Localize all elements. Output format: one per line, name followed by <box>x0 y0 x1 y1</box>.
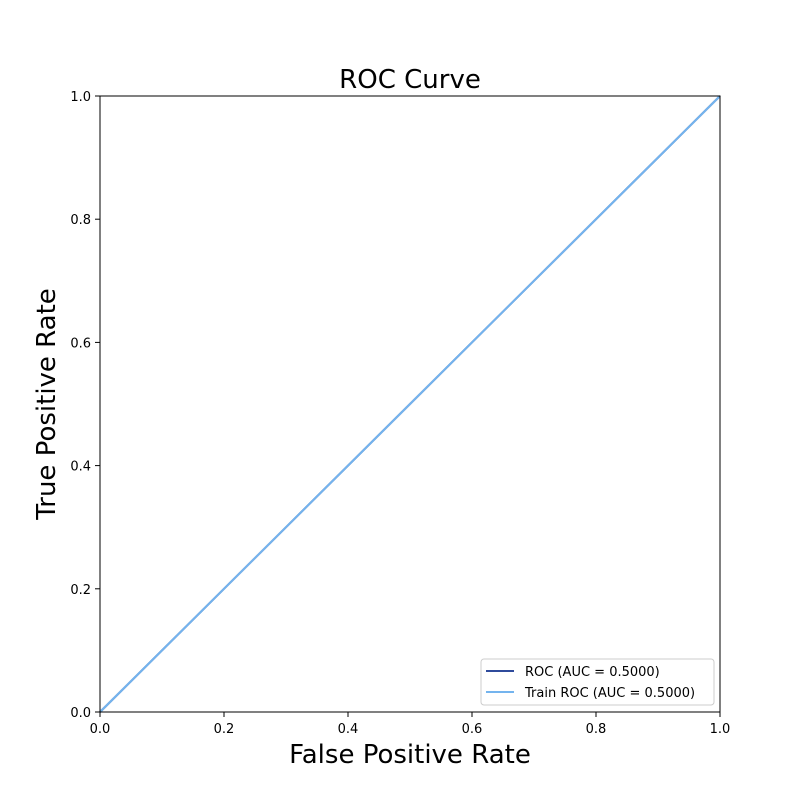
plot-frame <box>99 95 721 713</box>
legend-box <box>480 658 715 706</box>
y-tick-label: 0.8 <box>70 213 91 228</box>
chart-title: ROC Curve <box>339 65 481 95</box>
x-tick-label: 0.0 <box>90 722 111 737</box>
y-tick-label: 0.0 <box>70 706 91 721</box>
y-tick-label: 0.4 <box>70 460 91 475</box>
y-tick-label: 0.6 <box>70 336 91 351</box>
x-axis-ticks: 0.0 0.2 0.4 0.6 0.8 1.0 <box>90 712 731 737</box>
y-axis-title: True Positive Rate <box>32 288 62 521</box>
x-tick-label: 1.0 <box>710 722 731 737</box>
x-axis-title: False Positive Rate <box>289 740 531 770</box>
x-tick-label: 0.8 <box>586 722 607 737</box>
legend-label-roc: ROC (AUC = 0.5000) <box>525 665 660 680</box>
y-tick-label: 1.0 <box>70 90 91 105</box>
legend: ROC (AUC = 0.5000) Train ROC (AUC = 0.50… <box>480 658 715 706</box>
series-line-1 <box>99 95 721 713</box>
x-tick-label: 0.2 <box>214 722 235 737</box>
series-layer <box>99 95 721 713</box>
legend-label-train-roc: Train ROC (AUC = 0.5000) <box>524 686 695 701</box>
y-axis-ticks: 0.0 0.2 0.4 0.6 0.8 1.0 <box>70 90 100 721</box>
x-tick-label: 0.6 <box>462 722 483 737</box>
y-tick-label: 0.2 <box>70 583 91 598</box>
x-tick-label: 0.4 <box>338 722 359 737</box>
